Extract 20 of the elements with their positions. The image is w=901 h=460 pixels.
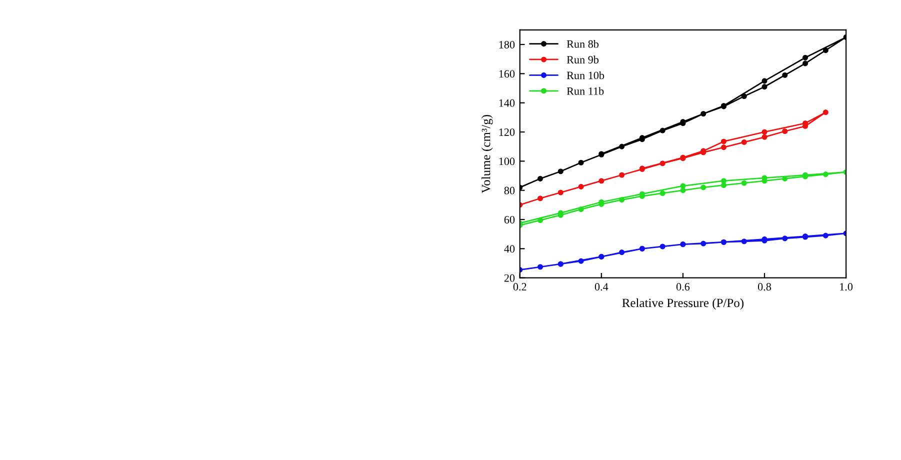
y-tick-label: 60 <box>504 216 515 224</box>
x-tick-label: 0.4 <box>594 283 608 291</box>
x-tick-label: 1.0 <box>840 283 853 291</box>
y-axis-title: Volume (cm³/g) <box>481 114 493 194</box>
x-axis-title: Relative Pressure (P/Po) <box>622 298 744 310</box>
y-tick-label: 80 <box>504 186 515 194</box>
y-tick-label: 100 <box>499 158 515 166</box>
legend-label: Run 9b <box>566 56 599 64</box>
y-tick-label: 160 <box>499 70 515 78</box>
x-tick-label: 0.8 <box>758 283 772 291</box>
y-tick-label: 140 <box>499 99 515 107</box>
legend-label: Run 11b <box>566 87 604 95</box>
y-tick-label: 40 <box>504 245 515 253</box>
legend-label: Run 10b <box>566 71 604 80</box>
legend-label: Run 8b <box>566 40 599 48</box>
y-tick-label: 120 <box>499 128 515 136</box>
x-tick-label: 0.2 <box>513 283 526 291</box>
y-tick-label: 20 <box>504 274 515 282</box>
y-tick-label: 180 <box>499 40 515 48</box>
x-tick-label: 0.6 <box>676 283 690 291</box>
